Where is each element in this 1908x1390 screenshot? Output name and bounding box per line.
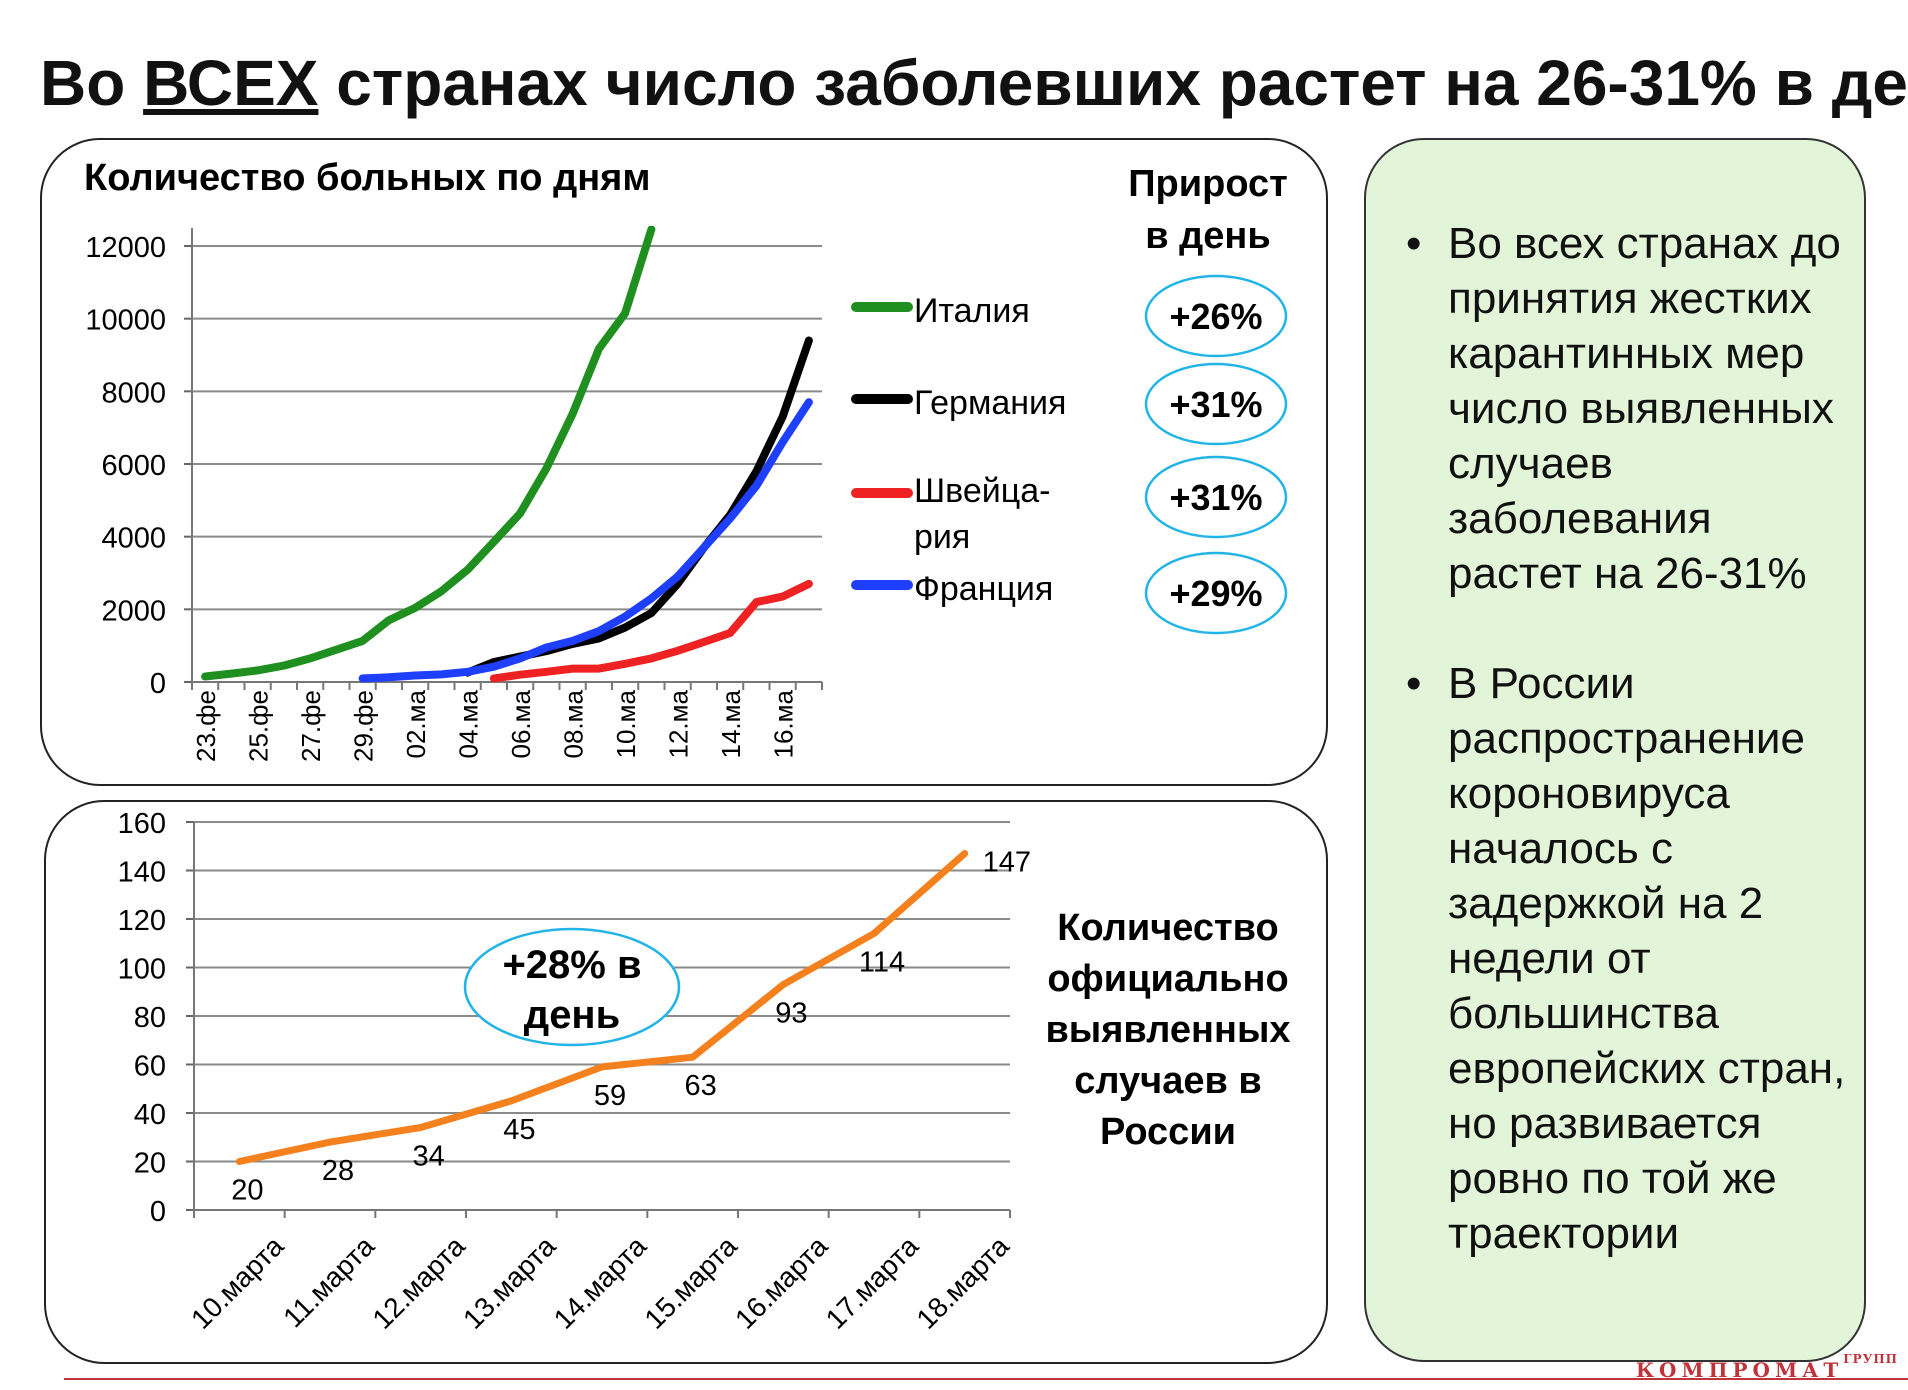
footer-line bbox=[64, 1378, 1908, 1380]
bullet: • bbox=[1406, 659, 1422, 708]
russia-cases-panel bbox=[44, 800, 1328, 1364]
world-cases-panel bbox=[40, 138, 1328, 786]
summary-list: • Во всех странах до принятия жестких кар… bbox=[1392, 216, 1854, 1261]
summary-item: • Во всех странах до принятия жестких кар… bbox=[1392, 216, 1854, 601]
watermark-logo: КОМПРОМАТГРУПП bbox=[1635, 1352, 1898, 1382]
summary-item: • В России распространение короновируса н… bbox=[1392, 656, 1854, 1261]
page-title: Во ВСЕХ странах число заболевших растет … bbox=[40, 47, 1908, 119]
bullet: • bbox=[1406, 219, 1422, 268]
summary-text: В России распространение короновируса на… bbox=[1448, 659, 1846, 1258]
summary-text: Во всех странах до принятия жестких кара… bbox=[1448, 219, 1841, 598]
summary-panel: • Во всех странах до принятия жестких кар… bbox=[1364, 138, 1866, 1362]
